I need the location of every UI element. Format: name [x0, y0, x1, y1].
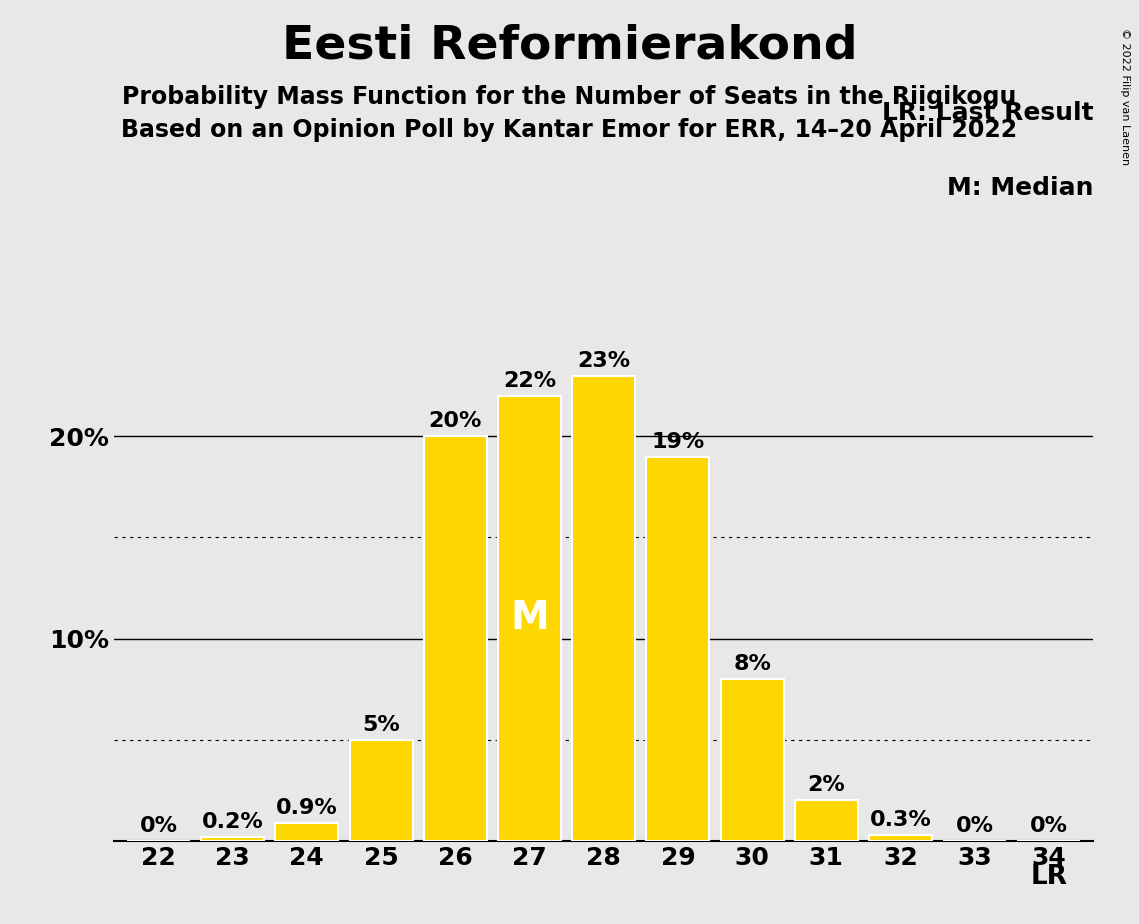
- Text: 8%: 8%: [734, 654, 771, 674]
- Text: 23%: 23%: [577, 350, 630, 371]
- Text: LR: LR: [1031, 864, 1067, 890]
- Bar: [424, 436, 486, 841]
- Text: 22%: 22%: [503, 371, 556, 391]
- Bar: [721, 679, 784, 841]
- Text: 0%: 0%: [139, 816, 178, 836]
- Text: 2%: 2%: [808, 775, 845, 796]
- Text: © 2022 Filip van Laenen: © 2022 Filip van Laenen: [1120, 28, 1130, 164]
- Bar: [795, 800, 858, 841]
- Text: 0.3%: 0.3%: [869, 809, 932, 830]
- Text: M: M: [510, 600, 549, 638]
- Text: 0.2%: 0.2%: [202, 812, 263, 832]
- Bar: [202, 837, 264, 841]
- Bar: [572, 376, 636, 841]
- Bar: [498, 395, 562, 841]
- Text: M: Median: M: Median: [947, 176, 1093, 201]
- Text: 0.9%: 0.9%: [276, 797, 338, 818]
- Bar: [350, 740, 412, 841]
- Text: 20%: 20%: [428, 411, 482, 432]
- Text: 5%: 5%: [362, 714, 400, 735]
- Text: Based on an Opinion Poll by Kantar Emor for ERR, 14–20 April 2022: Based on an Opinion Poll by Kantar Emor …: [122, 118, 1017, 142]
- Text: 0%: 0%: [956, 816, 993, 836]
- Text: 19%: 19%: [652, 432, 705, 452]
- Bar: [646, 456, 710, 841]
- Text: LR: Last Result: LR: Last Result: [882, 102, 1093, 126]
- Text: Eesti Reformierakond: Eesti Reformierakond: [281, 23, 858, 68]
- Text: Probability Mass Function for the Number of Seats in the Riigikogu: Probability Mass Function for the Number…: [122, 85, 1017, 109]
- Bar: [276, 822, 338, 841]
- Text: 0%: 0%: [1030, 816, 1068, 836]
- Bar: [869, 834, 932, 841]
